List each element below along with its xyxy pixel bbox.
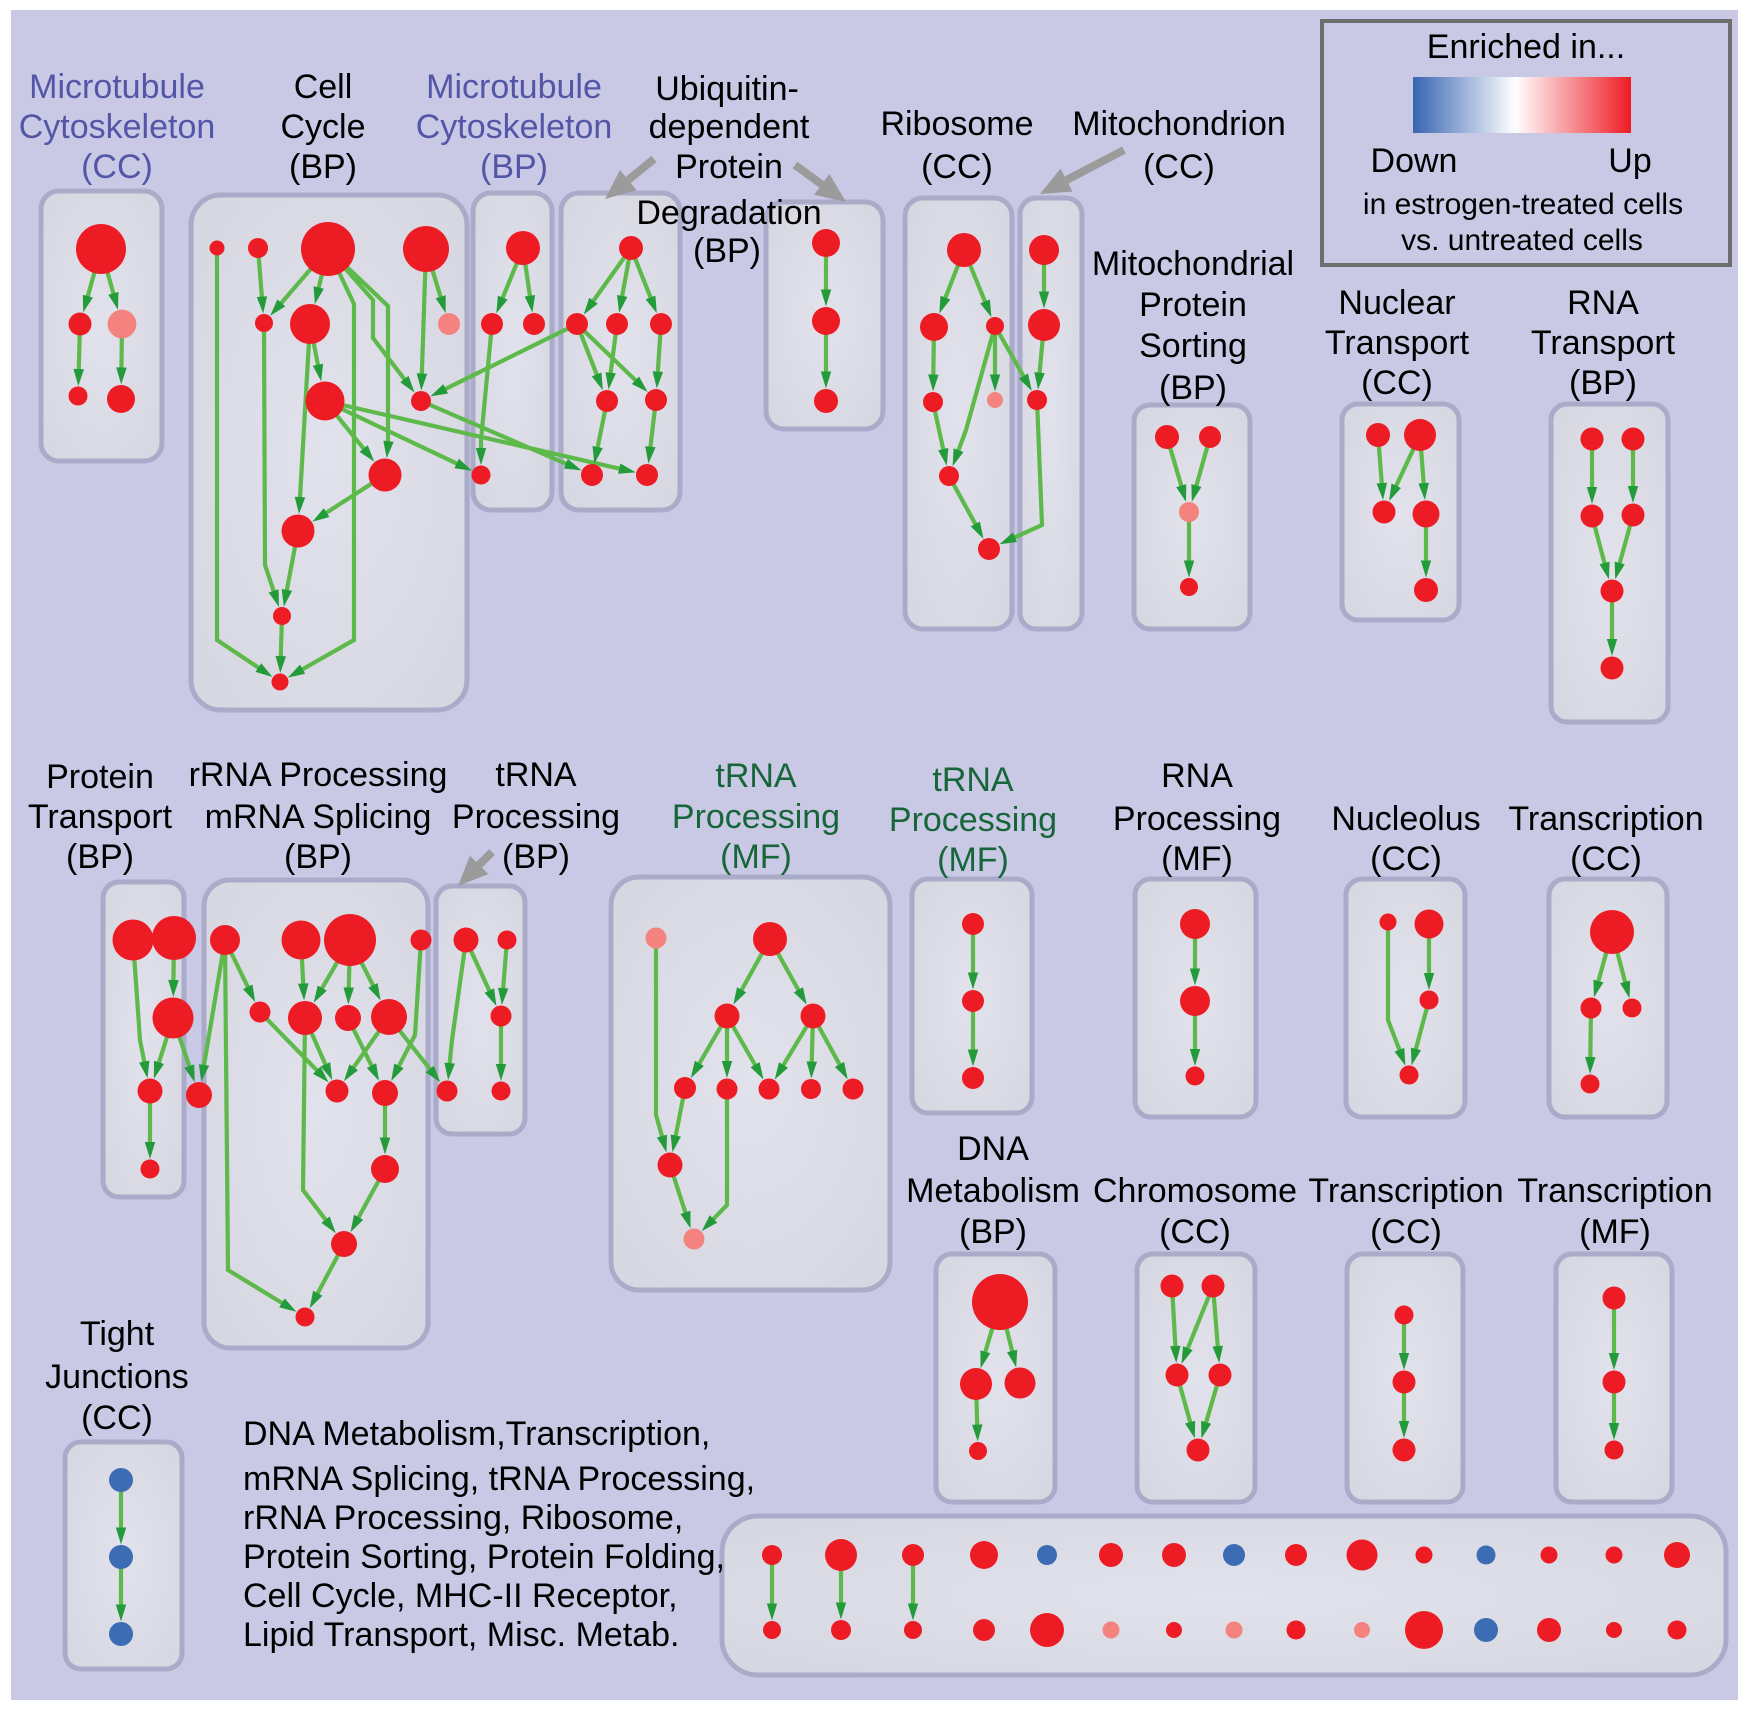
svg-text:dependent: dependent xyxy=(649,108,810,146)
svg-text:(CC): (CC) xyxy=(1159,1213,1231,1251)
svg-text:Metabolism: Metabolism xyxy=(906,1172,1080,1210)
svg-text:Transport: Transport xyxy=(1325,324,1470,362)
svg-text:(BP): (BP) xyxy=(693,232,761,270)
svg-text:Mitochondrial: Mitochondrial xyxy=(1092,245,1294,283)
svg-text:Cytoskeleton: Cytoskeleton xyxy=(19,108,216,146)
svg-text:Processing: Processing xyxy=(452,798,620,836)
svg-text:(CC): (CC) xyxy=(1143,148,1215,186)
svg-text:(BP): (BP) xyxy=(289,148,357,186)
svg-text:mRNA Splicing, tRNA Processing: mRNA Splicing, tRNA Processing, xyxy=(243,1460,755,1498)
svg-text:in estrogen-treated cells: in estrogen-treated cells xyxy=(1363,188,1683,221)
svg-text:vs. untreated cells: vs. untreated cells xyxy=(1401,224,1643,257)
svg-text:Chromosome: Chromosome xyxy=(1093,1172,1297,1210)
svg-text:Protein: Protein xyxy=(46,758,154,796)
svg-text:DNA: DNA xyxy=(957,1130,1029,1168)
svg-text:(MF): (MF) xyxy=(1579,1213,1651,1251)
svg-text:Mitochondrion: Mitochondrion xyxy=(1072,105,1286,143)
svg-text:Protein Sorting, Protein Foldi: Protein Sorting, Protein Folding, xyxy=(243,1538,725,1576)
svg-text:(CC): (CC) xyxy=(1370,840,1442,878)
svg-text:Nucleolus: Nucleolus xyxy=(1331,800,1480,838)
svg-text:tRNA: tRNA xyxy=(932,761,1014,799)
svg-text:RNA: RNA xyxy=(1567,284,1639,322)
svg-text:Ribosome: Ribosome xyxy=(880,105,1033,143)
svg-text:(MF): (MF) xyxy=(720,838,792,876)
svg-text:Lipid Transport, Misc. Metab.: Lipid Transport, Misc. Metab. xyxy=(243,1616,680,1654)
svg-text:DNA Metabolism,Transcription,: DNA Metabolism,Transcription, xyxy=(243,1415,710,1453)
svg-text:Sorting: Sorting xyxy=(1139,327,1247,365)
svg-text:RNA: RNA xyxy=(1161,757,1233,795)
svg-text:Processing: Processing xyxy=(889,801,1057,839)
svg-text:Transcription: Transcription xyxy=(1308,1172,1503,1210)
svg-text:(BP): (BP) xyxy=(284,838,352,876)
svg-text:(MF): (MF) xyxy=(937,841,1009,879)
svg-text:Nuclear: Nuclear xyxy=(1338,284,1455,322)
svg-text:Cell: Cell xyxy=(294,68,353,106)
svg-text:Processing: Processing xyxy=(672,798,840,836)
svg-text:(CC): (CC) xyxy=(81,148,153,186)
svg-text:Enriched in...: Enriched in... xyxy=(1427,28,1625,66)
svg-text:(CC): (CC) xyxy=(1361,364,1433,402)
svg-text:Up: Up xyxy=(1608,142,1651,180)
svg-text:(MF): (MF) xyxy=(1161,840,1233,878)
svg-text:Transcription: Transcription xyxy=(1508,800,1703,838)
svg-text:Cytoskeleton: Cytoskeleton xyxy=(416,108,613,146)
svg-text:Protein: Protein xyxy=(1139,286,1247,324)
svg-text:tRNA: tRNA xyxy=(495,756,577,794)
svg-text:(BP): (BP) xyxy=(502,838,570,876)
svg-text:tRNA: tRNA xyxy=(715,757,797,795)
svg-text:Microtubule: Microtubule xyxy=(29,68,205,106)
svg-text:(BP): (BP) xyxy=(66,838,134,876)
svg-text:Down: Down xyxy=(1371,142,1458,180)
svg-text:Degradation: Degradation xyxy=(636,194,821,232)
svg-text:Cell Cycle, MHC-II Receptor,: Cell Cycle, MHC-II Receptor, xyxy=(243,1577,678,1615)
svg-text:Transport: Transport xyxy=(28,798,173,836)
svg-text:(BP): (BP) xyxy=(1159,369,1227,407)
svg-text:Cycle: Cycle xyxy=(280,108,365,146)
svg-text:rRNA Processing, Ribosome,: rRNA Processing, Ribosome, xyxy=(243,1499,683,1537)
svg-text:(CC): (CC) xyxy=(1570,840,1642,878)
svg-text:Protein: Protein xyxy=(675,148,783,186)
svg-text:Ubiquitin-: Ubiquitin- xyxy=(655,70,799,108)
svg-text:Microtubule: Microtubule xyxy=(426,68,602,106)
svg-text:Tight: Tight xyxy=(80,1315,155,1353)
svg-text:mRNA Splicing: mRNA Splicing xyxy=(205,798,432,836)
svg-text:Junctions: Junctions xyxy=(45,1358,189,1396)
svg-text:(BP): (BP) xyxy=(1569,364,1637,402)
svg-text:(CC): (CC) xyxy=(1370,1213,1442,1251)
svg-text:Processing: Processing xyxy=(1113,800,1281,838)
svg-text:(CC): (CC) xyxy=(81,1399,153,1437)
svg-text:Transcription: Transcription xyxy=(1517,1172,1712,1210)
svg-text:(BP): (BP) xyxy=(959,1213,1027,1251)
svg-text:(BP): (BP) xyxy=(480,148,548,186)
svg-text:(CC): (CC) xyxy=(921,148,993,186)
svg-text:Transport: Transport xyxy=(1531,324,1676,362)
svg-text:rRNA Processing: rRNA Processing xyxy=(189,756,448,794)
